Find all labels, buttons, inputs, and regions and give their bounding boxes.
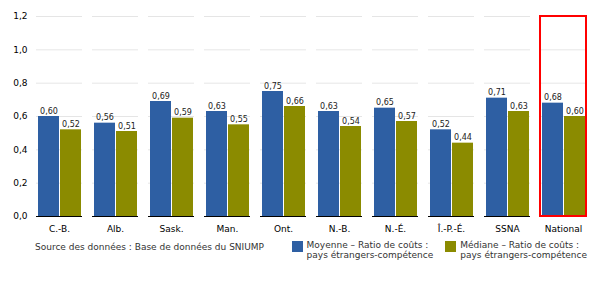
svg-text:0,63: 0,63 [510,102,528,111]
svg-text:0,60: 0,60 [40,107,58,116]
svg-text:0,51: 0,51 [118,122,136,131]
svg-text:0,75: 0,75 [264,82,282,91]
svg-text:Ont.: Ont. [274,224,293,234]
html-text:Source des données : Base de d: Source des données : Base de données du … [35,242,264,252]
svg-text:Î.-P.-É.: Î.-P.-É. [437,223,465,234]
svg-text:Alb.: Alb. [107,224,124,234]
svg-text:0,59: 0,59 [174,108,192,117]
svg-text:0,55: 0,55 [230,115,248,124]
html-text:Moyenne – Ratio de coûts : pay: Moyenne – Ratio de coûts : pays étranger… [306,240,434,261]
svg-text:0,44: 0,44 [454,133,472,142]
svg-text:0,0: 0,0 [13,211,28,221]
svg-text:0,52: 0,52 [62,120,80,129]
svg-text:0,2: 0,2 [13,178,27,188]
svg-text:0,60: 0,60 [566,107,584,116]
svg-text:C.-B.: C.-B. [49,224,70,234]
svg-text:0,56: 0,56 [96,113,114,122]
svg-text:Man.: Man. [217,224,239,234]
svg-text:0,68: 0,68 [544,93,562,102]
svg-text:N.-B.: N.-B. [329,224,351,234]
svg-text:0,66: 0,66 [286,97,304,106]
svg-text:1,0: 1,0 [13,45,28,55]
svg-text:0,71: 0,71 [488,88,506,97]
svg-text:National: National [545,224,583,234]
svg-text:N.-É.: N.-É. [385,223,406,234]
svg-text:0,63: 0,63 [208,102,226,111]
svg-text:0,8: 0,8 [13,78,28,88]
svg-text:Sask.: Sask. [160,224,184,234]
svg-text:0,4: 0,4 [13,145,28,155]
svg-text:0,6: 0,6 [13,111,28,121]
svg-text:0,52: 0,52 [432,120,450,129]
svg-text:0,54: 0,54 [342,117,360,126]
svg-text:0,65: 0,65 [376,98,394,107]
svg-text:0,69: 0,69 [152,92,170,101]
svg-text:1,2: 1,2 [13,11,27,21]
svg-text:0,57: 0,57 [398,112,416,121]
svg-text:SSNA: SSNA [495,224,520,234]
html-text:Médiane – Ratio de coûts : pay: Médiane – Ratio de coûts : pays étranger… [460,240,587,261]
svg-text:0,63: 0,63 [320,102,338,111]
